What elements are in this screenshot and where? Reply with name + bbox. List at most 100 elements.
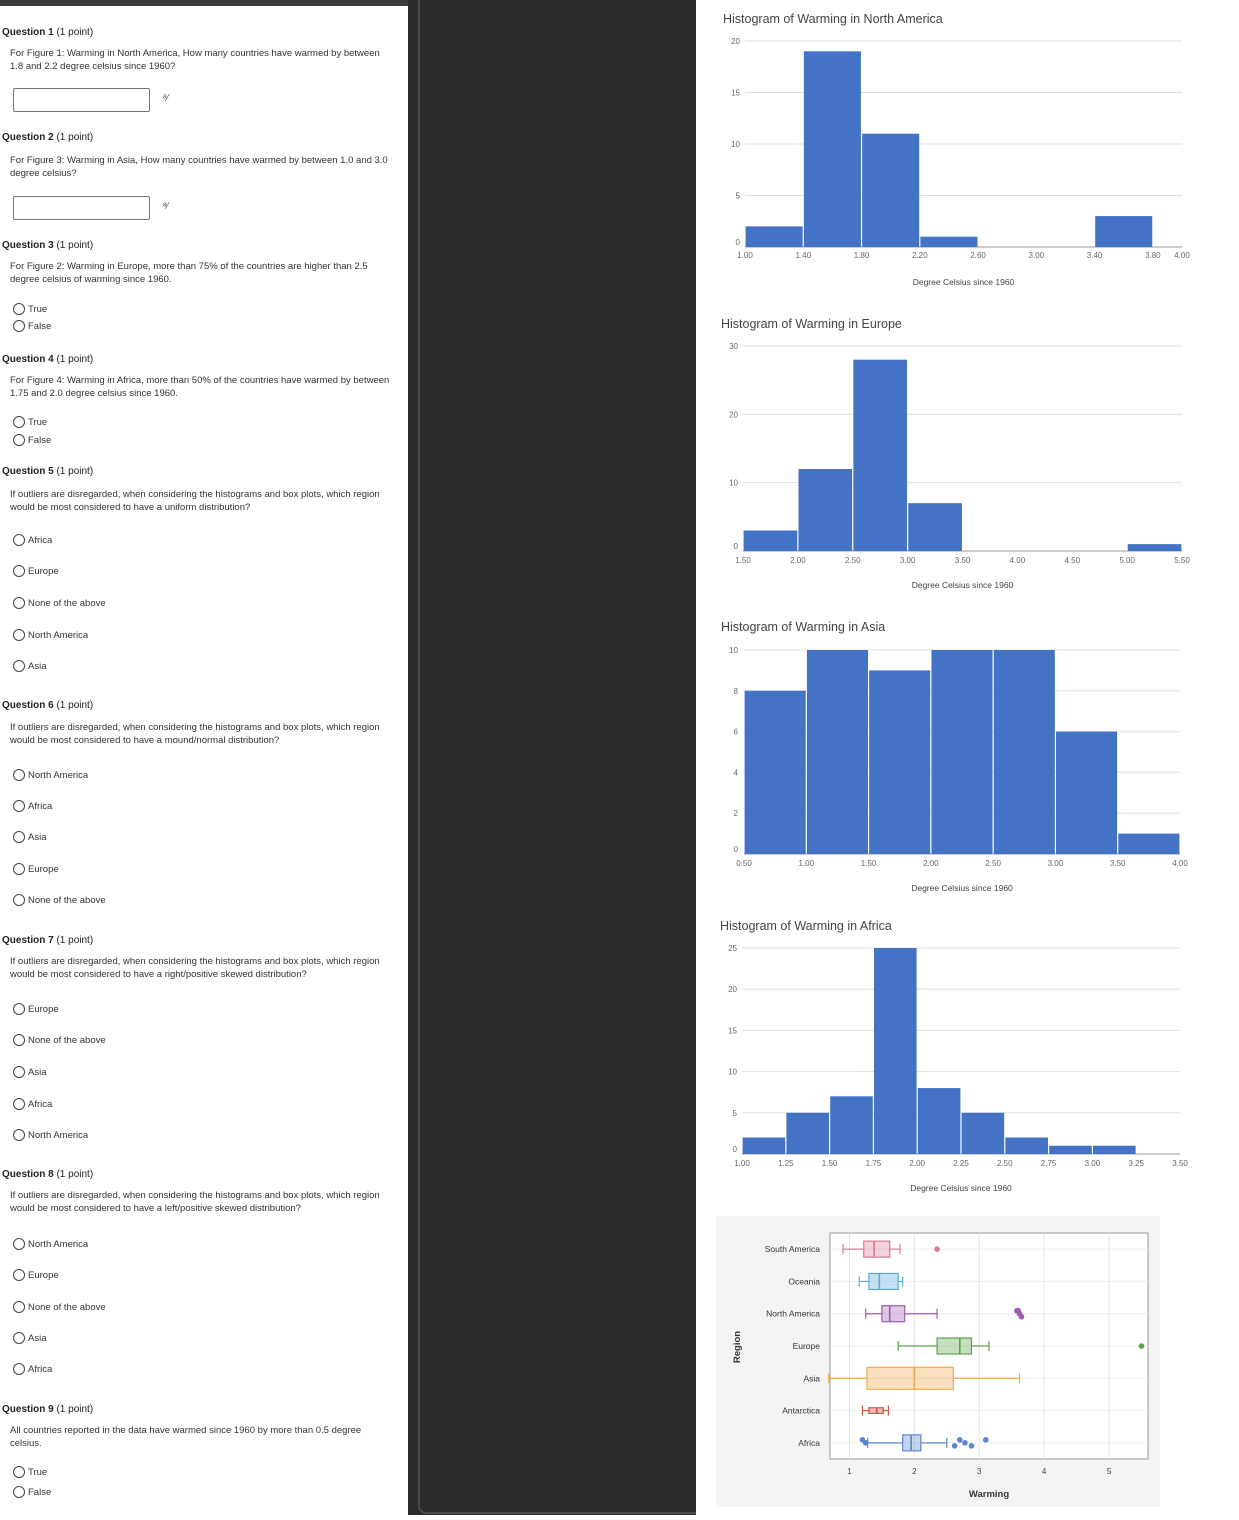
radio-button[interactable] [13,1363,25,1375]
outlier-point [934,1246,940,1252]
radio-button[interactable] [13,1129,25,1141]
x-tick-label: 1.75 [866,1159,882,1168]
answer-option[interactable]: None of the above [13,596,106,610]
x-tick-label: 1.80 [854,251,870,260]
answer-option[interactable]: Europe [13,564,59,578]
answer-option[interactable]: True [13,415,47,429]
answer-option-label: Europe [28,863,59,875]
question-header: Question 4 (1 point) [2,354,93,365]
answer-option[interactable]: False [13,1485,51,1499]
radio-button[interactable] [13,629,25,641]
radio-button[interactable] [13,863,25,875]
radio-button[interactable] [13,1486,25,1498]
answer-option[interactable]: True [13,302,47,316]
answer-option[interactable]: Europe [13,862,59,876]
y-tick-label: 10 [728,1068,737,1077]
answer-option[interactable]: False [13,433,51,447]
answer-option[interactable]: Africa [13,1097,52,1111]
answer-option[interactable]: North America [13,768,88,782]
answer-option[interactable]: Asia [13,659,46,673]
answer-option[interactable]: North America [13,1237,88,1251]
histogram-bar [853,359,908,551]
question-header: Question 6 (1 point) [2,700,93,711]
answer-option[interactable]: Africa [13,799,52,813]
answer-option[interactable]: Asia [13,1065,46,1079]
answer-option[interactable]: True [13,1465,47,1479]
histogram-bar [1005,1137,1048,1154]
x-tick-label: 2.60 [970,251,986,260]
answer-option[interactable]: Europe [13,1268,59,1282]
radio-button[interactable] [13,1003,25,1015]
radio-button[interactable] [13,769,25,781]
question-title: Question 2 [2,132,54,143]
outlier-point [982,1437,989,1443]
answer-option[interactable]: Asia [13,830,46,844]
radio-button[interactable] [13,1066,25,1078]
radio-button[interactable] [13,1269,25,1281]
x-tick-label: 2 [912,1467,917,1476]
equation-editor-icon[interactable]: ᵃ⁄ [163,93,169,104]
answer-option-label: Asia [28,831,47,843]
answer-option[interactable]: Europe [13,1002,59,1016]
radio-button[interactable] [13,597,25,609]
x-tick-label: 4.00 [1174,251,1190,260]
radio-button[interactable] [13,1466,25,1478]
x-tick-label: 3.50 [955,556,971,565]
x-tick-label: 5 [1107,1467,1112,1476]
category-label: Europe [793,1341,821,1351]
x-axis-title: Degree Celsius since 1960 [913,277,1015,287]
x-tick-label: 0.50 [736,859,752,868]
histogram-bar [1095,216,1153,247]
question-points: (1 point) [56,1169,94,1180]
radio-button[interactable] [13,320,25,332]
answer-input[interactable] [13,196,150,220]
answer-option[interactable]: False [13,319,51,333]
answer-option-label: True [28,416,48,428]
question-points: (1 point) [56,27,94,38]
radio-button[interactable] [13,416,25,428]
box [863,1240,891,1258]
equation-editor-icon[interactable]: ᵃ⁄ [163,201,169,212]
y-tick-label: 6 [734,728,739,737]
radio-button[interactable] [13,303,25,315]
radio-button[interactable] [13,894,25,906]
radio-button[interactable] [13,434,25,446]
question-text: All countries reported in the data have … [10,1425,362,1449]
answer-option[interactable]: None of the above [13,1300,106,1314]
radio-button[interactable] [13,1238,25,1250]
histogram-bar [744,690,806,854]
answer-option[interactable]: Africa [13,533,52,547]
histogram-bar [920,236,978,247]
radio-button[interactable] [13,831,25,843]
radio-button[interactable] [13,1301,25,1313]
category-label: North America [766,1309,820,1319]
radio-button[interactable] [13,565,25,577]
radio-button[interactable] [13,660,25,672]
radio-button[interactable] [13,534,25,546]
x-tick-label: 1.40 [795,251,811,260]
outlier-point [1018,1313,1025,1320]
answer-option[interactable]: Asia [13,1331,46,1345]
x-tick-label: 4.50 [1064,556,1080,565]
histogram-bar [1118,833,1180,854]
y-tick-label: 5 [733,1109,738,1118]
category-label: Oceania [788,1276,820,1286]
y-tick-label: 0 [736,238,741,247]
answer-option[interactable]: None of the above [13,893,106,907]
y-tick-label: 0 [734,542,739,551]
answer-option[interactable]: None of the above [13,1033,106,1047]
radio-button[interactable] [13,1098,25,1110]
answer-option[interactable]: North America [13,628,88,642]
chart-title: Histogram of Warming in North America [723,12,943,26]
answer-option[interactable]: Africa [13,1362,52,1376]
answer-input[interactable] [13,88,150,112]
radio-button[interactable] [13,800,25,812]
y-tick-label: 8 [734,687,739,696]
chart-title: Histogram of Warming in Europe [721,317,902,331]
histogram-bar [961,1112,1005,1154]
question-title: Question 6 [2,700,54,711]
radio-button[interactable] [13,1332,25,1344]
radio-button[interactable] [13,1034,25,1046]
answer-option-label: Asia [28,1066,47,1078]
answer-option[interactable]: North America [13,1128,88,1142]
